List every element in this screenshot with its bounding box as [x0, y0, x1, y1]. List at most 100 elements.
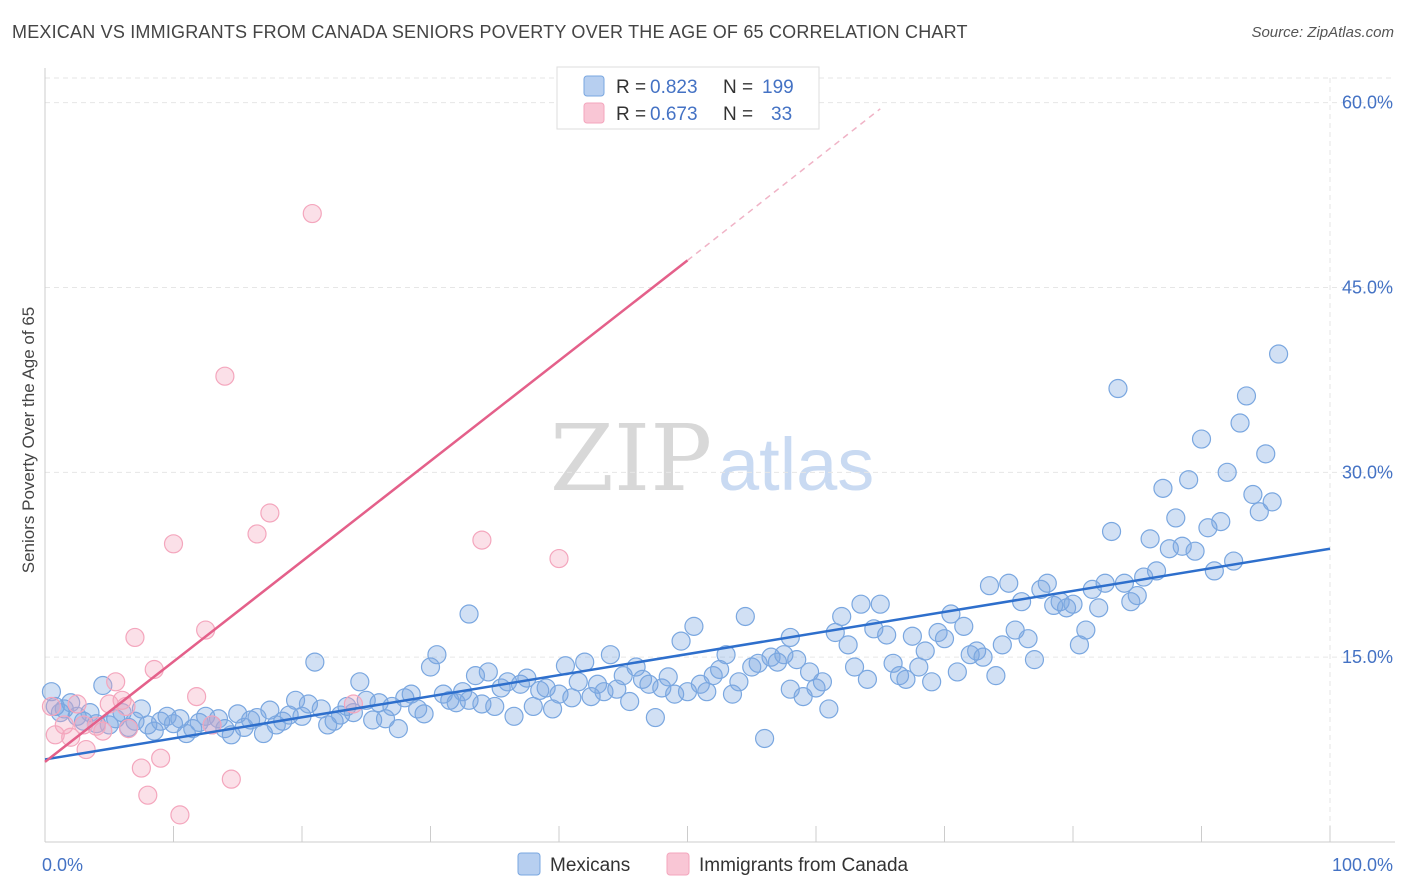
mexicans-point-59 — [414, 704, 434, 724]
mexicans-point-99 — [671, 631, 691, 651]
legend-n-label-2: N = — [723, 104, 753, 125]
mexicans-point-149 — [992, 635, 1012, 655]
canada-point-26 — [302, 203, 322, 224]
mexicans-point-131 — [877, 625, 897, 645]
mexicans-point-127 — [851, 594, 871, 614]
mexicans-point-88 — [600, 645, 621, 665]
mexicans-point-177 — [1172, 536, 1192, 556]
mexicans-point-180 — [1191, 429, 1212, 449]
mexicans-point-187 — [1236, 386, 1257, 406]
mexicans-point-69 — [478, 662, 498, 682]
bottom-legend-swatch-mexicans — [517, 852, 541, 876]
mexicans-point-189 — [1249, 502, 1269, 522]
mexicans-point-190 — [1256, 444, 1276, 464]
mexicans-point-49 — [350, 672, 370, 692]
mexicans-point-97 — [658, 667, 678, 687]
trend-lines — [44, 108, 1331, 763]
mexicans-point-174 — [1153, 478, 1173, 498]
x-tick-labels: 0.0% 100.0% — [42, 855, 1393, 875]
legend-r-value-1: 0.823 — [650, 77, 698, 98]
mexicans-point-67 — [465, 666, 486, 686]
mexicans-point-108 — [729, 672, 749, 692]
y-tick-label-3: 60.0% — [1342, 93, 1393, 113]
chart-source: Source: ZipAtlas.com — [1251, 24, 1394, 41]
bottom-legend-mexicans: Mexicans — [550, 855, 630, 876]
mexicans-point-154 — [1024, 650, 1045, 670]
mexicans-point-0 — [41, 682, 62, 702]
mexicans-point-101 — [684, 616, 704, 636]
mexicans-point-156 — [1037, 573, 1057, 593]
mexicans-point-184 — [1217, 462, 1237, 482]
mexicans-point-186 — [1230, 413, 1250, 433]
mexicans-point-58 — [408, 699, 428, 719]
canada-trend-line-extension — [687, 108, 881, 261]
mexicans-point-176 — [1166, 508, 1186, 528]
mexicans-point-106 — [716, 645, 736, 665]
mexicans-point-76 — [523, 696, 543, 717]
mexicans-point-142 — [947, 662, 967, 682]
mexicans-point-82 — [562, 688, 582, 708]
legend-r-value-2: 0.673 — [650, 104, 698, 125]
mexicans-point-128 — [857, 669, 878, 689]
mexicans-point-107 — [722, 684, 743, 704]
canada-point-24 — [247, 524, 267, 544]
mexicans-point-14 — [125, 711, 145, 731]
mexicans-point-125 — [838, 635, 858, 655]
mexicans-point-183 — [1211, 512, 1231, 532]
mexicans-point-122 — [819, 699, 839, 719]
mexicans-point-42 — [305, 652, 325, 672]
mexicans-point-85 — [581, 686, 601, 707]
mexicans-point-136 — [909, 657, 929, 677]
canada-point-31 — [67, 694, 87, 714]
x-tick-label-1: 100.0% — [1332, 855, 1393, 875]
mexicans-point-164 — [1089, 598, 1109, 618]
mexicans-point-55 — [388, 719, 408, 739]
mexicans-point-41 — [298, 694, 319, 714]
mexicans-point-112 — [754, 728, 775, 749]
mexicans-point-192 — [1268, 344, 1289, 364]
mexicans-point-150 — [999, 573, 1019, 593]
canada-point-16 — [151, 748, 171, 768]
canada-point-19 — [187, 686, 207, 707]
mexicans-point-179 — [1185, 541, 1205, 561]
mexicans-point-132 — [883, 653, 903, 673]
mexicans-point-167 — [1108, 378, 1128, 399]
mexicans-point-114 — [767, 652, 788, 672]
mexicans-point-80 — [549, 684, 569, 704]
mexicans-point-93 — [632, 669, 653, 689]
mexicans-point-91 — [620, 691, 640, 712]
mexicans-point-61 — [427, 645, 447, 665]
legend-n-label-1: N = — [723, 77, 753, 98]
mexicans-point-182 — [1204, 561, 1224, 581]
canada-point-7 — [93, 721, 113, 741]
canada-point-2 — [54, 715, 74, 735]
mexicans-point-115 — [774, 645, 794, 665]
canada-point-13 — [131, 758, 151, 778]
mexicans-point-17 — [144, 721, 164, 741]
mexicans-point-126 — [844, 657, 865, 677]
canada-point-17 — [163, 534, 184, 554]
mexicans-point-53 — [375, 709, 396, 729]
mexicans-point-130 — [870, 594, 890, 614]
mexicans-point-162 — [1076, 620, 1096, 640]
canada-point-23 — [221, 769, 241, 789]
canada-point-11 — [118, 719, 139, 739]
bottom-legend-canada: Immigrants from Canada — [699, 855, 909, 876]
canada-point-28 — [472, 530, 492, 550]
canada-point-5 — [76, 739, 96, 760]
mexicans-point-166 — [1101, 521, 1122, 542]
mexicans-point-146 — [973, 647, 993, 667]
mexicans-trend-line — [44, 547, 1331, 761]
mexicans-point-172 — [1140, 529, 1160, 549]
y-axis-label: Seniors Poverty Over the Age of 65 — [19, 307, 38, 573]
mexicans-point-140 — [934, 629, 955, 649]
legend-swatch-canada — [583, 102, 605, 124]
y-tick-label-2: 45.0% — [1342, 277, 1393, 297]
mexicans-point-137 — [915, 641, 935, 661]
mexicans-point-86 — [587, 674, 608, 694]
mexicans-point-188 — [1243, 484, 1263, 505]
bottom-legend-swatch-canada — [666, 852, 690, 876]
mexicans-point-147 — [979, 576, 1000, 596]
mexicans-point-191 — [1262, 492, 1282, 512]
